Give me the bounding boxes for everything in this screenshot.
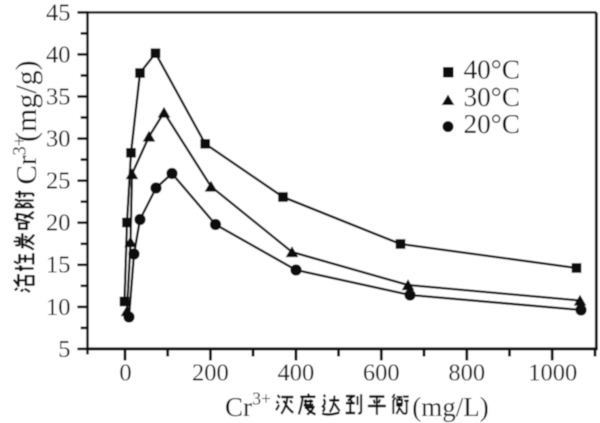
svg-text:600: 600	[363, 360, 400, 387]
svg-text:0: 0	[119, 360, 131, 387]
svg-text:15: 15	[46, 252, 71, 279]
svg-text:10: 10	[46, 294, 71, 321]
svg-text:3+: 3+	[252, 389, 271, 409]
svg-text:(mg/L): (mg/L)	[412, 392, 488, 422]
svg-text:Cr: Cr	[225, 392, 252, 422]
svg-text:200: 200	[192, 360, 229, 387]
svg-text:40: 40	[46, 41, 71, 68]
svg-text:30°C: 30°C	[464, 82, 520, 112]
svg-text:25: 25	[46, 168, 71, 195]
svg-text:1000: 1000	[528, 360, 577, 387]
svg-text:5: 5	[58, 336, 70, 363]
svg-text:3+: 3+	[11, 136, 31, 156]
svg-text:40°C: 40°C	[464, 54, 520, 84]
svg-text:20: 20	[46, 210, 71, 237]
svg-text:800: 800	[448, 360, 485, 387]
svg-text:400: 400	[278, 360, 315, 387]
svg-text:Cr: Cr	[11, 155, 43, 184]
svg-text:45: 45	[46, 0, 71, 26]
svg-text:30: 30	[46, 126, 71, 153]
svg-text:20°C: 20°C	[464, 109, 520, 139]
svg-text:(mg/g): (mg/g)	[10, 60, 43, 142]
svg-text:35: 35	[46, 83, 71, 110]
